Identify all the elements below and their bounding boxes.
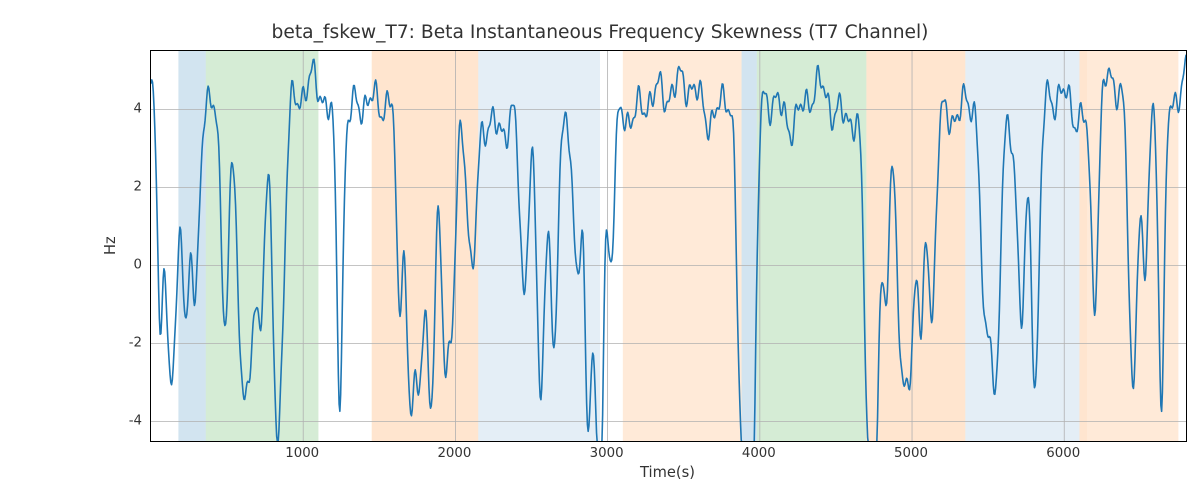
x-tick-label: 6000 (1046, 446, 1080, 461)
y-tick-label: -4 (116, 413, 142, 428)
x-tick-label: 2000 (437, 446, 471, 461)
plot-svg (151, 51, 1186, 441)
y-tick-label: 2 (116, 179, 142, 194)
plot-area (150, 50, 1187, 442)
y-tick-label: 4 (116, 101, 142, 116)
chart-title: beta_fskew_T7: Beta Instantaneous Freque… (0, 22, 1200, 43)
x-tick-label: 4000 (742, 446, 776, 461)
x-tick-label: 5000 (894, 446, 928, 461)
y-tick-label: 0 (116, 257, 142, 272)
x-tick-label: 1000 (285, 446, 319, 461)
figure: beta_fskew_T7: Beta Instantaneous Freque… (0, 0, 1200, 500)
x-tick-label: 3000 (590, 446, 624, 461)
y-axis-label: Hz (102, 236, 119, 255)
x-axis-label: Time(s) (150, 464, 1185, 481)
y-tick-label: -2 (116, 335, 142, 350)
